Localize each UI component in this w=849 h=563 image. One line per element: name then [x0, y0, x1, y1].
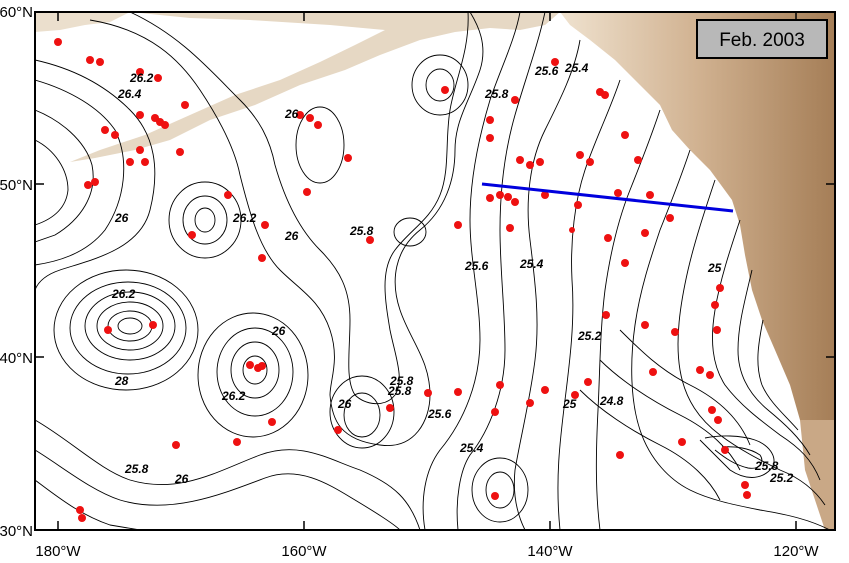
contour-label: 26 — [174, 472, 189, 486]
contour-label: 26.2 — [111, 287, 136, 301]
contour-label: 26 — [114, 211, 129, 225]
contour-label: 26.2 — [129, 71, 154, 85]
date-box-label: Feb. 2003 — [719, 30, 805, 51]
lat-label-60: 60°N — [0, 4, 33, 21]
lat-label-40: 40°N — [0, 350, 33, 367]
contour-lines — [35, 12, 831, 530]
contour-label: 25.4 — [459, 441, 484, 455]
contour-label: 25.6 — [427, 407, 452, 421]
contour-label: 25.8 — [387, 384, 412, 398]
land-north-america — [560, 12, 835, 470]
land-alaska — [70, 12, 560, 162]
contour-label: 25.6 — [534, 64, 559, 78]
contour-label: 25 — [562, 397, 577, 411]
contour-label: 26.2 — [232, 211, 257, 225]
contour-label: 25 — [707, 261, 722, 275]
contour-label: 25.8 — [754, 459, 779, 473]
lon-label-180: 180°W — [35, 543, 81, 560]
contour-label: 26 — [337, 397, 352, 411]
contour-label: 25.2 — [769, 471, 794, 485]
lon-label-140: 140°W — [527, 543, 573, 560]
section-line — [481, 182, 734, 213]
station-markers — [54, 38, 751, 522]
plot-border — [34, 11, 836, 531]
date-box: Feb. 2003 — [696, 19, 828, 59]
contour-label: 25.8 — [349, 224, 374, 238]
contour-label: 24.8 — [599, 394, 624, 408]
contour-label: 26 — [284, 229, 299, 243]
contour-label: 25.8 — [389, 374, 414, 388]
contour-label: 26 — [284, 107, 299, 121]
contour-label: 25.6 — [464, 259, 489, 273]
lat-label-50: 50°N — [0, 177, 33, 194]
lon-label-120: 120°W — [773, 543, 819, 560]
contour-label: 25.4 — [564, 61, 589, 75]
contour-label-group: 26.2 26.4 26 25.8 25.8 25.6 25.4 26 26.2… — [111, 61, 794, 486]
lon-label-160: 160°W — [281, 543, 327, 560]
contour-label: 28 — [114, 374, 129, 388]
contour-label: 26.2 — [221, 389, 246, 403]
contour-label: 25.4 — [519, 257, 544, 271]
axis-ticks — [35, 11, 835, 531]
lat-label-30: 30°N — [0, 523, 33, 540]
contour-label: 25.8 — [124, 462, 149, 476]
contour-label: 25.8 — [484, 87, 509, 101]
contour-label: 26.4 — [117, 87, 142, 101]
contour-label: 26 — [271, 324, 286, 338]
contour-label: 25.2 — [577, 329, 602, 343]
